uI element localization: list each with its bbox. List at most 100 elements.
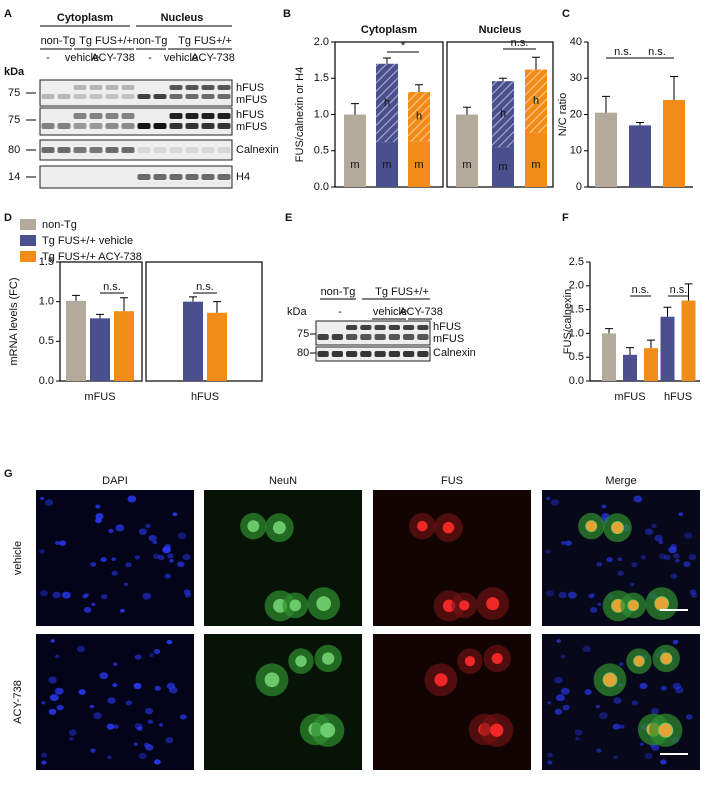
y-tick-label: 0 bbox=[576, 181, 582, 193]
neuron-nucleus bbox=[295, 655, 307, 667]
dapi-nucleus bbox=[93, 712, 102, 720]
dapi-nucleus bbox=[133, 682, 142, 690]
bar-segment bbox=[456, 114, 478, 187]
bar-segment bbox=[492, 147, 514, 187]
blot-band bbox=[41, 147, 55, 153]
dapi-nucleus bbox=[619, 662, 624, 666]
blot-band bbox=[73, 94, 87, 99]
dapi-nucleus bbox=[574, 729, 583, 736]
blot-band bbox=[388, 351, 400, 357]
x-tick-label: mFUS bbox=[84, 391, 115, 403]
dapi-nucleus bbox=[546, 590, 554, 597]
kda-label: kDa bbox=[287, 306, 307, 318]
error-bar bbox=[189, 296, 197, 302]
blot-band bbox=[403, 325, 415, 330]
dapi-nucleus bbox=[565, 540, 573, 546]
blot-band bbox=[217, 94, 231, 99]
significance-label: n.s. bbox=[196, 281, 214, 293]
blot-band bbox=[346, 334, 358, 340]
kda-label: kDa bbox=[4, 66, 25, 78]
blot-band bbox=[185, 174, 199, 180]
dapi-nucleus bbox=[152, 540, 158, 545]
dapi-nucleus bbox=[164, 573, 171, 579]
dapi-nucleus bbox=[599, 712, 608, 720]
bar-segment bbox=[525, 69, 547, 133]
dapi-nucleus bbox=[89, 704, 95, 709]
marker-label: 75 bbox=[8, 114, 20, 126]
dapi-nucleus bbox=[142, 592, 152, 600]
dapi-nucleus bbox=[183, 589, 191, 595]
neuron-nucleus bbox=[264, 672, 280, 688]
dapi-nucleus bbox=[556, 639, 561, 643]
blot-band bbox=[201, 174, 215, 180]
dapi-nucleus bbox=[654, 534, 663, 542]
dapi-nucleus bbox=[41, 701, 46, 705]
error-bar bbox=[415, 84, 423, 93]
y-tick-label: 0.5 bbox=[569, 351, 584, 363]
error-bar bbox=[663, 306, 672, 317]
dapi-nucleus bbox=[673, 553, 680, 559]
dapi-nucleus bbox=[690, 592, 698, 598]
group-title: Nucleus bbox=[479, 24, 522, 36]
dapi-nucleus bbox=[672, 682, 682, 690]
dapi-nucleus bbox=[41, 752, 48, 758]
dapi-nucleus bbox=[651, 707, 659, 715]
blot-band bbox=[153, 94, 167, 99]
dapi-nucleus bbox=[40, 590, 48, 597]
y-tick-label: 0.0 bbox=[314, 181, 329, 193]
blot-band bbox=[201, 123, 215, 129]
dapi-nucleus bbox=[90, 748, 96, 753]
dapi-nucleus bbox=[52, 591, 61, 599]
fus-nucleus bbox=[486, 597, 500, 611]
dapi-nucleus bbox=[168, 686, 178, 694]
dapi-nucleus bbox=[49, 694, 59, 702]
dapi-nucleus bbox=[660, 759, 667, 765]
bar bbox=[183, 301, 203, 381]
dapi-nucleus bbox=[631, 562, 638, 568]
bar-segment bbox=[408, 141, 430, 187]
dapi-nucleus bbox=[107, 697, 116, 704]
dapi-nucleus bbox=[678, 512, 684, 517]
dapi-nucleus bbox=[658, 553, 666, 560]
blot-band bbox=[89, 113, 103, 119]
dapi-nucleus bbox=[560, 687, 570, 695]
blot-band bbox=[121, 147, 135, 153]
panel-label: D bbox=[4, 212, 12, 224]
blot-band bbox=[169, 123, 183, 129]
dapi-nucleus bbox=[668, 546, 677, 554]
segment-label: m bbox=[498, 161, 507, 173]
dapi-nucleus bbox=[115, 524, 125, 532]
blot-band bbox=[217, 174, 231, 180]
blot-band bbox=[73, 123, 87, 129]
treatment-label: ACY-738 bbox=[191, 52, 235, 64]
dapi-nucleus bbox=[683, 561, 691, 568]
dapi-nucleus bbox=[688, 554, 697, 561]
error-bar bbox=[605, 328, 613, 334]
dapi-nucleus bbox=[165, 737, 174, 744]
bar bbox=[595, 112, 617, 187]
fus-nucleus bbox=[459, 600, 470, 611]
neuron-nucleus bbox=[320, 722, 336, 738]
treatment-label: - bbox=[46, 52, 50, 64]
dapi-nucleus bbox=[689, 589, 697, 595]
blot-band bbox=[403, 351, 415, 357]
dapi-nucleus bbox=[113, 724, 119, 729]
dapi-nucleus bbox=[601, 504, 607, 509]
blot-band bbox=[153, 174, 167, 180]
segment-label: m bbox=[531, 159, 540, 171]
neuron-nucleus bbox=[272, 521, 286, 535]
fus-nucleus bbox=[442, 521, 455, 534]
legend-label: Tg FUS+/+ ACY-738 bbox=[42, 251, 142, 263]
blot-band bbox=[417, 351, 429, 357]
blot-band bbox=[105, 147, 119, 153]
dapi-nucleus bbox=[631, 700, 639, 706]
y-tick-label: 1.5 bbox=[569, 304, 584, 316]
fus-nucleus bbox=[491, 653, 503, 664]
dapi-nucleus bbox=[588, 593, 594, 599]
dapi-nucleus bbox=[159, 723, 164, 727]
dapi-nucleus bbox=[639, 742, 644, 746]
blot-band bbox=[374, 334, 386, 340]
fus-nucleus bbox=[603, 673, 617, 687]
blot-band bbox=[417, 325, 429, 330]
